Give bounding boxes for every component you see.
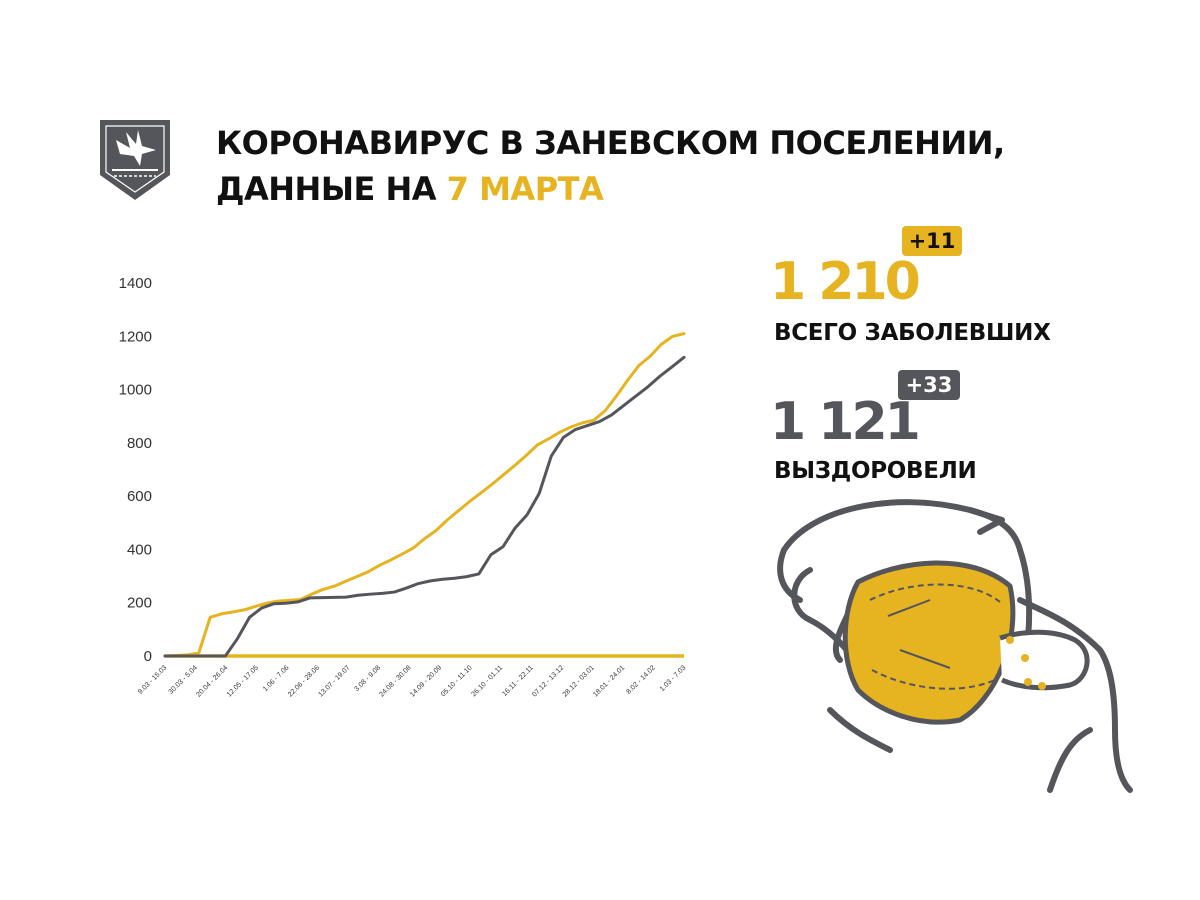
y-tick-label: 400 [127,541,152,558]
x-tick-label: 8.02 - 14.02 [626,664,657,695]
total-delta-badge: +11 [902,226,962,256]
total-cases-value: 1 210 [770,252,921,312]
x-tick-label: 18.01 - 24.01 [592,664,626,698]
x-tick-label: 3.08 - 9.08 [354,664,383,693]
total-cases-label: ВСЕГО ЗАБОЛЕВШИХ [774,320,1051,346]
subtitle-prefix: ДАННЫЕ НА [216,170,437,208]
x-tick-label: 16.11 - 22.11 [501,664,534,697]
cases-line-chart: 0 200 400 600 800 1000 1200 1400 9.03 - 15.03 30.… [119,275,688,699]
x-tick-label: 28.12 - 03.01 [562,664,596,698]
series-line-2 [163,355,686,658]
x-tick-label: 30.03 - 5.04 [168,664,199,695]
y-tick-label: 0 [144,648,152,665]
series-line-1 [163,332,686,658]
page-subtitle: ДАННЫЕ НА 7 МАРТА [216,170,604,208]
y-tick-label: 800 [127,435,152,452]
x-tick-label: 24.08 - 30.08 [379,664,413,698]
recovered-delta-badge: +33 [898,370,960,400]
person-face-mask-illustration [777,499,1133,793]
x-tick-label: 14.09 - 20.09 [409,664,443,698]
page-title: КОРОНАВИРУС В ЗАНЕВСКОМ ПОСЕЛЕНИИ, [216,124,1005,162]
coat-of-arms-emblem [100,120,170,200]
recovered-value: 1 121 [770,392,921,452]
x-tick-label: 22.06 - 28.06 [287,664,321,698]
recovered-label: ВЫЗДОРОВЕЛИ [774,458,977,484]
y-tick-label: 1400 [119,275,152,292]
x-tick-label: 07.12 - 13.12 [531,664,565,698]
x-tick-label: 1.06 - 7.06 [262,664,291,693]
x-tick-label: 1.03 - 7.03 [659,664,688,693]
x-tick-label: 20.04 - 26.04 [195,664,229,698]
x-tick-label: 12.05 - 17.05 [226,664,260,698]
x-tick-label: 05.10 - 11.10 [440,664,474,698]
subtitle-date: 7 МАРТА [446,170,604,208]
x-tick-label: 26.10 - 01.11 [470,664,504,698]
x-tick-label: 13.07 - 19.07 [317,664,351,698]
y-tick-label: 1000 [119,382,152,399]
x-tick-label: 9.03 - 15.03 [137,664,168,695]
y-tick-label: 1200 [119,328,152,345]
y-tick-label: 600 [127,488,152,505]
y-tick-label: 200 [127,595,152,612]
